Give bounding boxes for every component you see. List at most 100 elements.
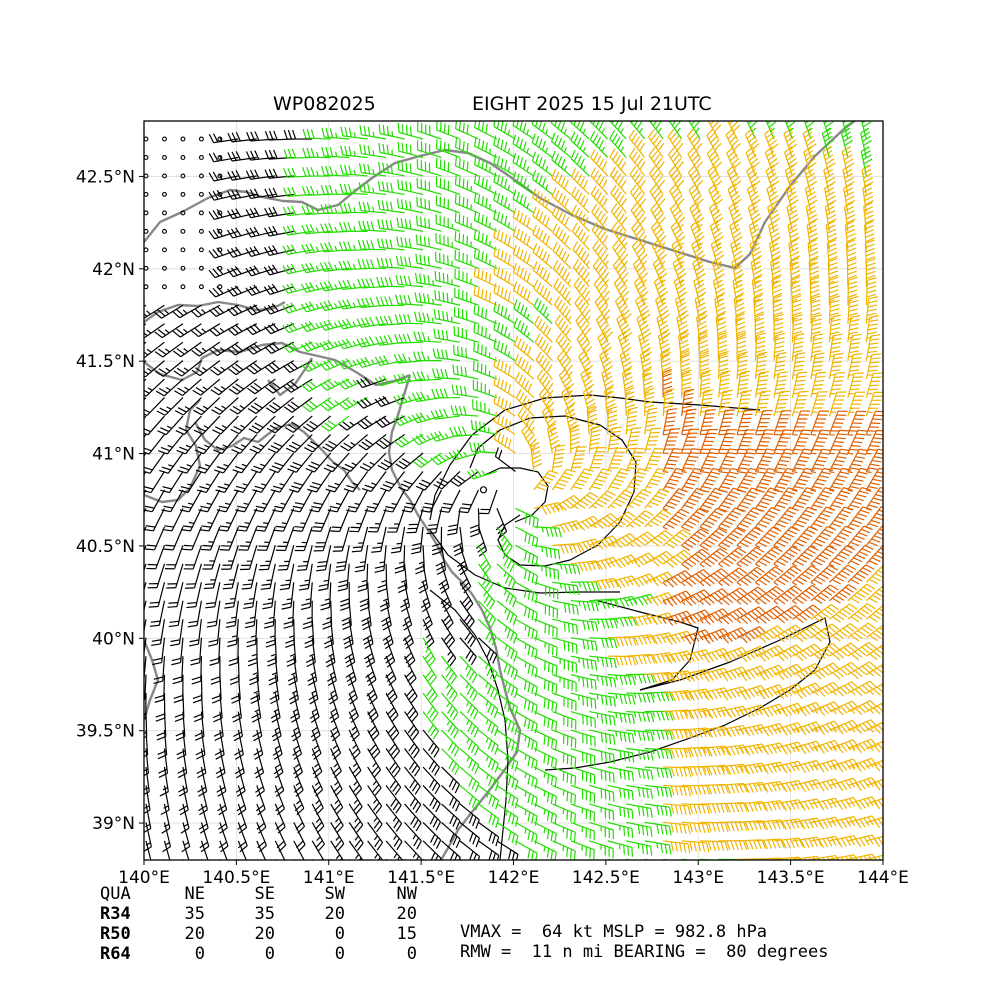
wind-barb bbox=[472, 379, 498, 399]
wind-barb bbox=[339, 222, 368, 232]
wind-barb bbox=[227, 323, 258, 336]
wind-barb bbox=[533, 747, 558, 769]
radii-value-cell: 0 bbox=[406, 944, 417, 964]
wind-barb bbox=[648, 121, 664, 140]
wind-barb bbox=[415, 545, 425, 575]
wind-barb bbox=[572, 259, 591, 288]
wind-barb bbox=[551, 169, 572, 195]
wind-barb bbox=[397, 160, 424, 177]
wind-barb bbox=[208, 209, 239, 221]
wind-barb bbox=[265, 397, 295, 414]
calm-wind-marker bbox=[217, 173, 223, 179]
wind-barb bbox=[787, 220, 800, 250]
wind-barb bbox=[227, 285, 258, 297]
wind-barb bbox=[570, 149, 590, 177]
radii-value-cell: 35 bbox=[254, 904, 275, 924]
wind-barb bbox=[847, 295, 859, 324]
wind-barb bbox=[736, 429, 756, 455]
wind-barb bbox=[186, 582, 202, 609]
calm-wind-marker bbox=[162, 210, 167, 216]
wind-barb bbox=[411, 391, 442, 403]
wind-barb bbox=[413, 452, 442, 468]
wind-barb bbox=[393, 393, 424, 405]
y-tick-label: 39°N bbox=[92, 814, 135, 834]
storm-name-time-title: EIGHT 2025 15 Jul 21UTC bbox=[472, 93, 712, 115]
wind-barb bbox=[533, 803, 557, 825]
wind-barb bbox=[339, 202, 368, 214]
wind-barb bbox=[396, 236, 424, 251]
wind-barb bbox=[359, 125, 387, 140]
calm-wind-marker bbox=[198, 155, 204, 160]
wind-barb bbox=[865, 372, 883, 398]
wind-barb bbox=[246, 378, 276, 395]
wind-barb bbox=[727, 121, 741, 140]
wind-barb bbox=[847, 525, 873, 549]
wind-barb bbox=[245, 323, 276, 336]
wind-barb bbox=[233, 471, 258, 493]
wind-barb bbox=[554, 314, 572, 343]
wind-barb bbox=[863, 202, 875, 232]
wind-barb bbox=[750, 257, 763, 287]
wind-barb bbox=[571, 204, 590, 232]
wind-barb bbox=[697, 331, 709, 361]
wind-barb bbox=[570, 168, 590, 195]
wind-barb bbox=[307, 471, 332, 493]
wind-barb bbox=[218, 508, 239, 532]
wind-barb bbox=[169, 619, 184, 647]
wind-barb bbox=[571, 186, 590, 214]
wind-barb bbox=[806, 220, 819, 250]
wind-barb bbox=[395, 274, 424, 288]
y-tick-label: 42.5°N bbox=[76, 167, 135, 187]
wind-barb bbox=[301, 224, 331, 235]
wind-barb bbox=[458, 489, 480, 514]
wind-barb bbox=[828, 429, 849, 455]
wind-barb bbox=[459, 858, 462, 860]
wind-barb bbox=[436, 121, 461, 140]
wind-barb bbox=[515, 674, 538, 697]
wind-barb bbox=[431, 388, 461, 399]
wind-barb bbox=[416, 196, 442, 214]
wind-barb bbox=[151, 619, 166, 647]
wind-barb bbox=[264, 168, 294, 179]
wind-barb bbox=[589, 655, 617, 669]
wind-barb bbox=[214, 452, 239, 474]
wind-barb bbox=[589, 618, 618, 629]
radii-header-cell: NE bbox=[184, 884, 205, 904]
calm-wind-marker bbox=[162, 136, 167, 142]
wind-barb bbox=[681, 448, 702, 473]
wind-barb bbox=[607, 840, 634, 857]
wind-barb bbox=[583, 386, 597, 417]
wind-barb bbox=[284, 415, 313, 433]
wind-barb bbox=[718, 627, 749, 644]
wind-barb bbox=[469, 508, 480, 538]
wind-barb bbox=[533, 840, 557, 860]
wind-barb bbox=[375, 296, 405, 307]
wind-barb bbox=[610, 184, 627, 214]
wind-barb bbox=[515, 784, 538, 808]
wind-barb bbox=[570, 581, 600, 592]
wind-barb bbox=[626, 840, 653, 856]
y-tick-label: 39.5°N bbox=[76, 722, 135, 742]
wind-barb bbox=[172, 323, 202, 338]
wind-barb bbox=[552, 618, 579, 635]
wind-barb bbox=[397, 179, 424, 195]
wind-barb bbox=[144, 378, 165, 397]
wind-barb bbox=[632, 257, 649, 288]
wind-barb bbox=[493, 121, 516, 140]
wind-barb bbox=[179, 489, 202, 513]
wind-barb bbox=[374, 545, 387, 573]
wind-barb bbox=[534, 315, 553, 343]
wind-barb bbox=[282, 321, 313, 334]
wind-barb bbox=[629, 147, 646, 177]
wind-barb bbox=[412, 351, 442, 362]
wind-barb bbox=[512, 152, 535, 177]
wind-barb bbox=[245, 188, 276, 200]
y-axis-ticks: 39°N 39.5°N 40°N 40.5°N 41°N 41.5°N 42°N 42.5°N bbox=[76, 167, 144, 834]
wind-barb bbox=[679, 350, 691, 380]
wind-barb bbox=[728, 201, 743, 232]
wind-barb bbox=[208, 133, 239, 144]
wind-barb bbox=[736, 665, 767, 682]
wind-barb bbox=[564, 404, 579, 435]
calm-wind-marker bbox=[144, 155, 149, 160]
